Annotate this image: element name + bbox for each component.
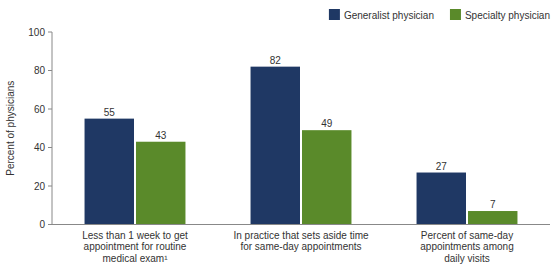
tick-label: 60 [34, 104, 46, 115]
legend-swatch [329, 9, 340, 20]
x-axis: Less than 1 week to getappointment for r… [52, 225, 550, 264]
category-label: In practice that sets aside timefor same… [233, 230, 369, 253]
tick-mark [48, 70, 52, 71]
legend-label: Specialty physician [465, 10, 550, 21]
axis-line [52, 224, 550, 225]
data-label: 43 [155, 130, 167, 141]
tick-label: 0 [39, 219, 45, 230]
data-label: 7 [490, 199, 496, 210]
tick-mark [48, 32, 52, 33]
data-labels: 55 82 27 43 49 7 [104, 55, 496, 210]
tick-label: 80 [34, 65, 46, 76]
data-label: 82 [270, 55, 282, 66]
tick-mark [48, 186, 52, 187]
legend-item: Generalist physician [329, 9, 434, 21]
bar [302, 130, 351, 224]
bar [468, 211, 517, 224]
bar [136, 142, 185, 225]
legend: Generalist physician Specialty physician [329, 9, 550, 21]
tick-label: 100 [28, 27, 45, 38]
bar [417, 173, 466, 225]
tick-label: 40 [34, 142, 46, 153]
category-label: Less than 1 week to getappointment for r… [82, 230, 188, 264]
category-label: Percent of same-dayappointments amongdai… [420, 230, 513, 264]
chart: 55 82 27 43 49 7 0 20 40 60 80 100 Percent of physic… [0, 0, 560, 273]
tick-mark [48, 224, 52, 225]
axis-line [52, 32, 53, 225]
data-label: 27 [436, 161, 448, 172]
data-label: 55 [104, 107, 116, 118]
axis-label: Percent of physicians [5, 81, 16, 176]
legend-item: Specialty physician [450, 9, 550, 21]
legend-label: Generalist physician [344, 10, 434, 21]
y-axis: 0 20 40 60 80 100 [28, 27, 52, 231]
legend-swatch [450, 9, 461, 20]
tick-mark [48, 109, 52, 110]
bars [85, 67, 518, 225]
bar [251, 67, 300, 225]
bar [85, 119, 134, 225]
tick-mark [48, 147, 52, 148]
data-label: 49 [321, 118, 333, 129]
tick-label: 20 [34, 181, 46, 192]
